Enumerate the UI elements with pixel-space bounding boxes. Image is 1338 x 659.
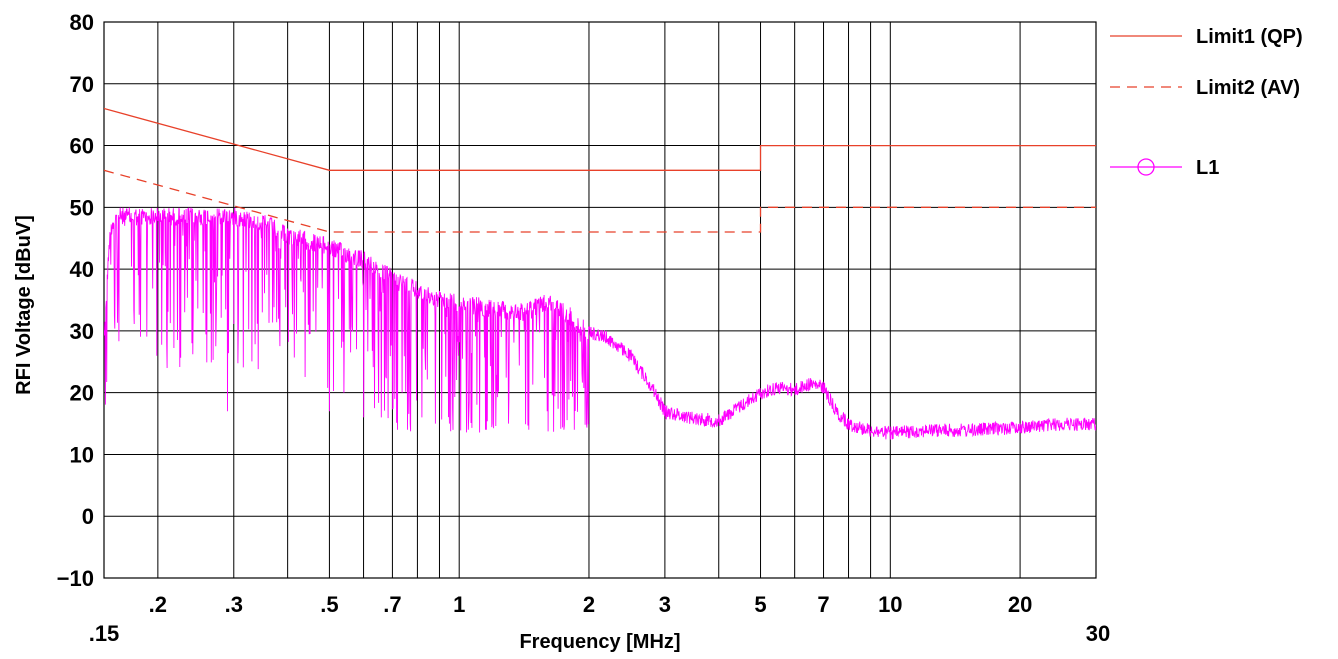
x-tick-label: .3 [225,592,243,617]
legend-label-l1: L1 [1196,157,1219,179]
y-tick-label: 40 [70,257,94,282]
x-tick-label: .15 [89,621,120,646]
series-l1 [104,207,1096,440]
x-tick-label: 1 [453,592,465,617]
legend: Limit1 (QP) Limit2 (AV) L1 [1110,26,1303,179]
y-tick-label: 50 [70,195,94,220]
grid-layer [103,21,1097,579]
series-layer [104,107,1096,440]
y-tick-label: 0 [82,504,94,529]
x-tick-label: 2 [583,592,595,617]
axis-text-layer: Frequency [MHz] RFI Voltage [dBuV] −10 0 1… [13,10,1110,653]
series-limit1-qp [104,107,1096,171]
y-tick-label: 10 [70,442,94,467]
x-tick-label: 5 [754,592,766,617]
x-tick-label: 30 [1086,621,1110,646]
legend-label-limit1-qp: Limit1 (QP) [1196,26,1303,48]
x-tick-label: 3 [659,592,671,617]
y-tick-label: 20 [70,381,94,406]
y-tick-label: 70 [70,72,94,97]
x-tick-label: 10 [878,592,902,617]
legend-label-limit2-av: Limit2 (AV) [1196,77,1300,99]
plot-frame [103,21,1097,579]
legend-marker-circle [1137,158,1155,176]
series-limit2-av [104,169,1096,233]
x-tick-label: .2 [149,592,167,617]
y-tick-label: −10 [57,566,94,591]
y-tick-label: 60 [70,134,94,159]
x-axis-label: Frequency [MHz] [519,631,680,653]
x-tick-label: 7 [817,592,829,617]
y-tick-label: 80 [70,10,94,35]
y-tick-label: 30 [70,319,94,344]
x-tick-label: .5 [320,592,338,617]
y-axis-label: RFI Voltage [dBuV] [13,215,35,395]
x-tick-label: .7 [383,592,401,617]
x-tick-label: 20 [1008,592,1032,617]
